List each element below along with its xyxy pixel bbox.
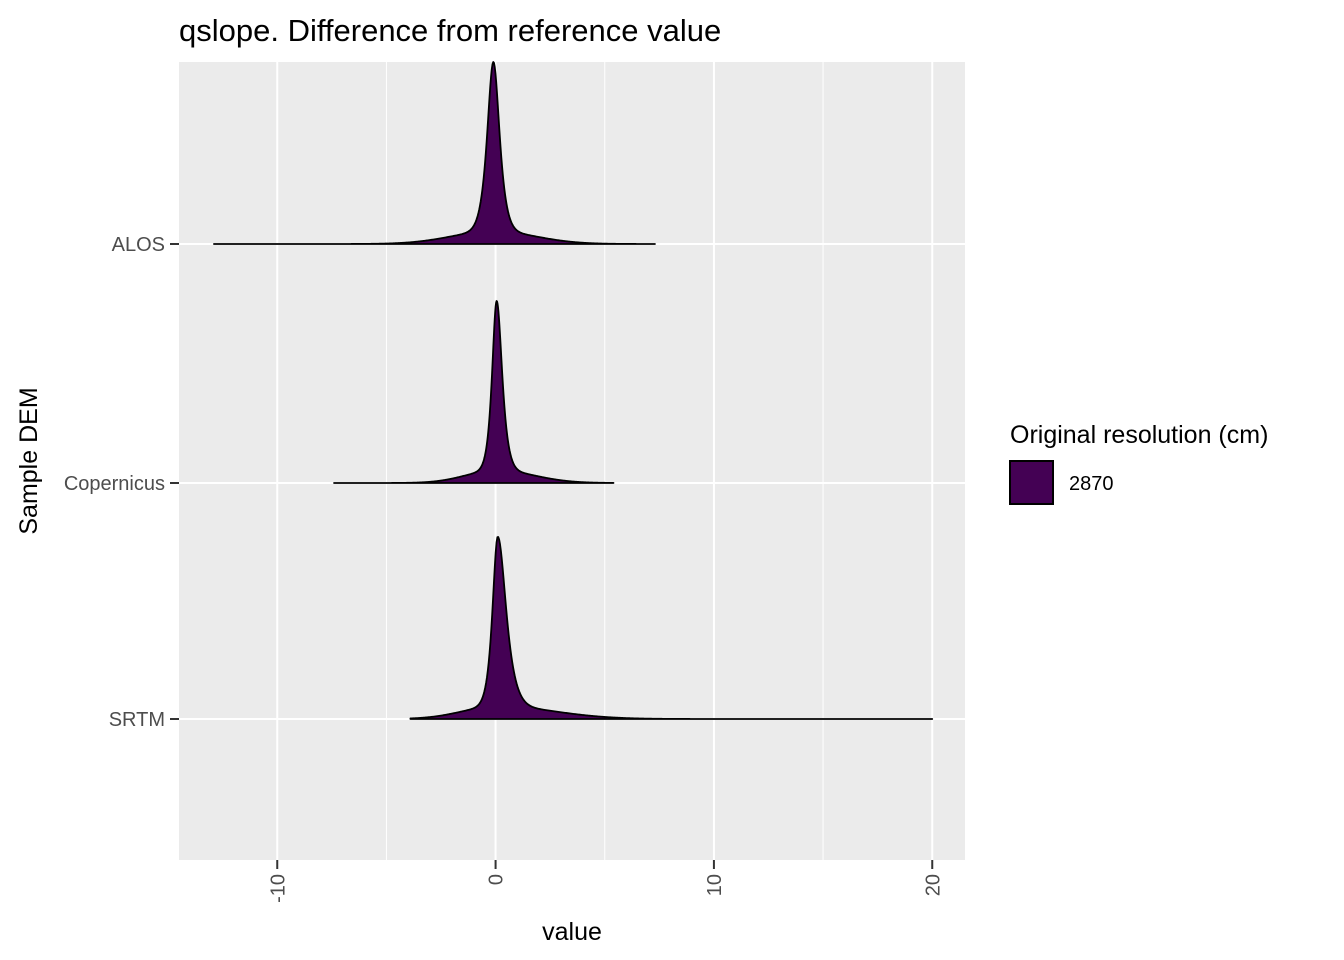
x-tick-label-20: 20 — [922, 874, 944, 896]
density-ridges — [213, 61, 934, 720]
y-tick-label-srtm: SRTM — [109, 709, 165, 731]
legend: Original resolution (cm) 2870 — [1009, 421, 1268, 505]
x-axis: -10 0 10 20 — [267, 860, 944, 903]
density-ridge-copernicus — [333, 300, 615, 484]
y-tick-label-copernicus: Copernicus — [64, 473, 165, 495]
density-ridge-alos — [213, 61, 656, 245]
y-tick-label-alos: ALOS — [112, 234, 165, 256]
density-ridge-srtm — [409, 536, 934, 720]
legend-key-2870 — [1009, 460, 1054, 505]
x-tick-label--10: -10 — [267, 874, 289, 903]
plot-panel — [179, 62, 965, 860]
y-axis: ALOS Copernicus SRTM — [64, 234, 179, 731]
legend-title: Original resolution (cm) — [1010, 421, 1268, 449]
legend-label-2870: 2870 — [1069, 473, 1114, 495]
x-tick-label-10: 10 — [704, 874, 726, 896]
x-tick-label-0: 0 — [486, 874, 508, 885]
chart-title: qslope. Difference from reference value — [179, 13, 721, 48]
x-axis-title: value — [542, 918, 602, 946]
y-axis-title: Sample DEM — [15, 387, 43, 534]
